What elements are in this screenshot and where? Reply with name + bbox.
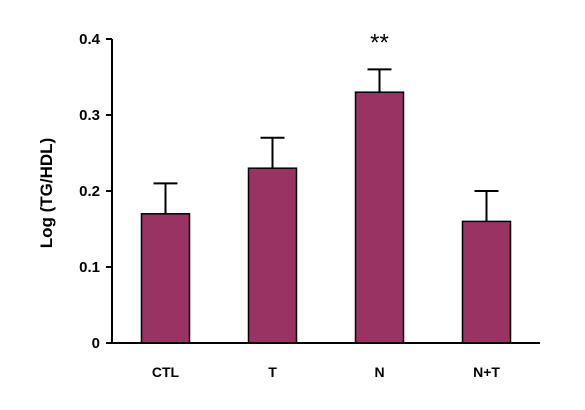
- bar-n-t: [461, 220, 512, 344]
- bars: [140, 91, 512, 344]
- x-category-label: CTL: [152, 364, 180, 380]
- bar-n: [354, 91, 405, 344]
- x-category-label: N+T: [473, 364, 500, 380]
- y-tick-label: 0: [92, 335, 100, 352]
- y-tick-label: 0.3: [79, 107, 100, 124]
- y-axis-ticks: 0 0.1 0.2 0.3 0.4: [79, 31, 112, 352]
- bar-ctl: [140, 213, 191, 344]
- x-category-label: T: [268, 364, 277, 380]
- y-tick-label: 0.4: [79, 31, 101, 48]
- x-category-label: N: [374, 364, 384, 380]
- y-axis-title: Log (TG/HDL): [37, 138, 56, 248]
- y-tick-label: 0.2: [79, 183, 100, 200]
- annotations: **: [370, 29, 389, 56]
- bar-t: [247, 167, 298, 344]
- y-tick-label: 0.1: [79, 259, 100, 276]
- x-axis-labels: CTL T N N+T: [152, 364, 500, 380]
- error-bars: [153, 68, 499, 222]
- significance-marker: **: [370, 29, 389, 56]
